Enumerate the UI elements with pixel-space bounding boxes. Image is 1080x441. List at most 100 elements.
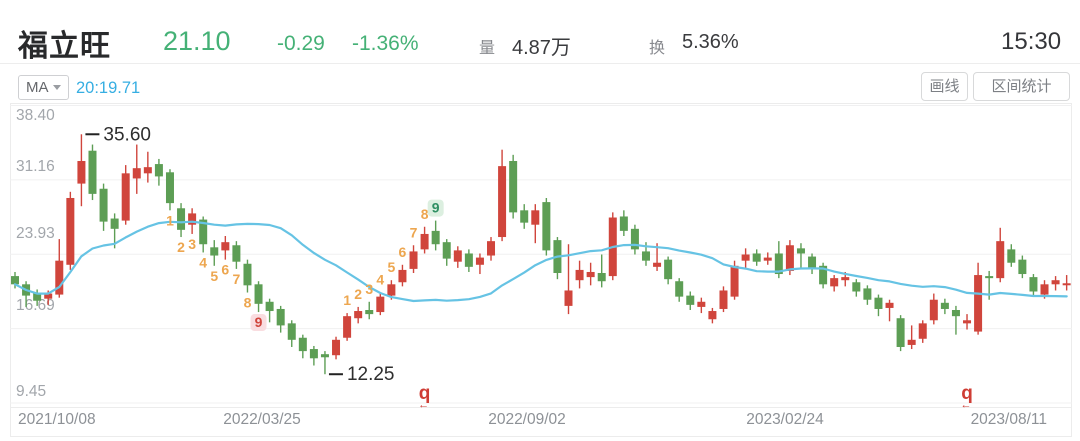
ma-line [13, 220, 1068, 303]
candle-down [664, 259, 673, 280]
volume-label: 量 [479, 40, 496, 57]
candle-down [210, 247, 219, 256]
svg-text:23.93: 23.93 [16, 225, 55, 242]
candle-up [387, 284, 396, 296]
candle-down [199, 219, 208, 245]
candle-down [630, 228, 639, 250]
candle-up [409, 251, 418, 269]
svg-text:2023/02/24: 2023/02/24 [746, 411, 824, 428]
td-digit: 4 [199, 254, 207, 270]
candle-up [143, 167, 152, 174]
price-change-percent: -1.36% [352, 32, 419, 55]
candle-up [730, 265, 739, 297]
td-digit-9: 9 [432, 200, 440, 216]
candle-up [376, 296, 385, 313]
candle-down [542, 202, 551, 251]
td-9-badge [427, 199, 444, 217]
candle-down [1018, 259, 1027, 275]
range-statistics-button[interactable]: 区间统计 [973, 72, 1070, 101]
draw-line-button[interactable]: 画线 [921, 72, 968, 101]
candle-up [974, 275, 983, 332]
candle-down [641, 251, 650, 261]
candle-up [575, 269, 584, 281]
candle-up [785, 245, 794, 271]
candle-down [1029, 277, 1038, 292]
turnover-value: 5.36% [682, 31, 739, 53]
td-9-badge [250, 314, 267, 332]
candle-up [332, 339, 341, 356]
candle-up [564, 290, 573, 306]
td-digit: 7 [233, 271, 241, 287]
candle-down [464, 253, 473, 267]
candle-up [763, 257, 772, 261]
candle-down [254, 284, 263, 304]
left-arrow-icon: ← [418, 399, 429, 411]
candle-up [907, 339, 916, 345]
svg-text:38.40: 38.40 [16, 107, 55, 124]
candle-down [442, 242, 451, 259]
svg-text:12.25: 12.25 [347, 364, 395, 385]
candle-down [796, 248, 805, 254]
candle-down [1007, 249, 1016, 263]
svg-text:2021/10/08: 2021/10/08 [18, 411, 96, 428]
candle-up [1040, 284, 1049, 295]
candle-down [863, 288, 872, 300]
candle-up [121, 173, 130, 221]
td-digit: 3 [365, 281, 373, 297]
candle-down [99, 188, 108, 222]
candle-up [221, 242, 230, 251]
td-digit: 6 [399, 244, 407, 260]
candle-down [619, 216, 628, 231]
td-digit: 7 [410, 224, 418, 240]
td-digit: 3 [188, 236, 196, 252]
candle-up [66, 197, 75, 265]
price-change: -0.29 [277, 32, 325, 55]
quote-time: 15:30 [1001, 28, 1062, 55]
candle-down [774, 253, 783, 275]
candle-down [287, 323, 296, 340]
candle-up [586, 271, 595, 278]
price-gridlines [10, 103, 1072, 437]
td-digit: 8 [244, 295, 252, 311]
candle-up [453, 250, 462, 262]
candle-down [265, 301, 274, 312]
candle-down [88, 150, 97, 194]
candle-down [431, 230, 440, 245]
stock-header: 福立旺 21.10 -0.29 -1.36% 量 4.87万 换 5.36% 1… [0, 0, 1080, 64]
candle-up [719, 290, 728, 309]
candle-down [309, 349, 318, 359]
candle-up [55, 260, 64, 295]
candle-down [686, 295, 695, 305]
q-glyph: q [961, 383, 973, 404]
svg-text:31.16: 31.16 [16, 158, 55, 175]
ex-rights-marker: q← [961, 383, 973, 411]
td-digit: 1 [166, 212, 174, 228]
low-annotation: 12.25 [328, 364, 395, 385]
candle-up [885, 302, 894, 308]
td-digit: 1 [343, 292, 351, 308]
candle-up [1062, 283, 1071, 286]
candle-down [154, 164, 163, 177]
chevron-down-icon [52, 85, 61, 90]
candle-down [11, 276, 19, 285]
candle-down [110, 218, 119, 229]
q-glyph: q [419, 383, 431, 404]
svg-text:35.60: 35.60 [103, 124, 151, 145]
td-digit: 2 [177, 239, 185, 255]
candle-up [354, 311, 363, 319]
turnover-label: 换 [649, 40, 666, 57]
td-digit: 2 [354, 286, 362, 302]
candle-down [752, 253, 761, 262]
svg-text:9.45: 9.45 [16, 383, 46, 400]
ma-selector[interactable]: MA [18, 75, 69, 100]
candle-up [188, 213, 197, 225]
candle-down [165, 172, 174, 204]
td-digit: 5 [387, 259, 395, 275]
candle-down [675, 281, 684, 297]
candle-up [697, 301, 706, 307]
candle-up [1051, 280, 1060, 285]
candle-down [243, 263, 252, 286]
